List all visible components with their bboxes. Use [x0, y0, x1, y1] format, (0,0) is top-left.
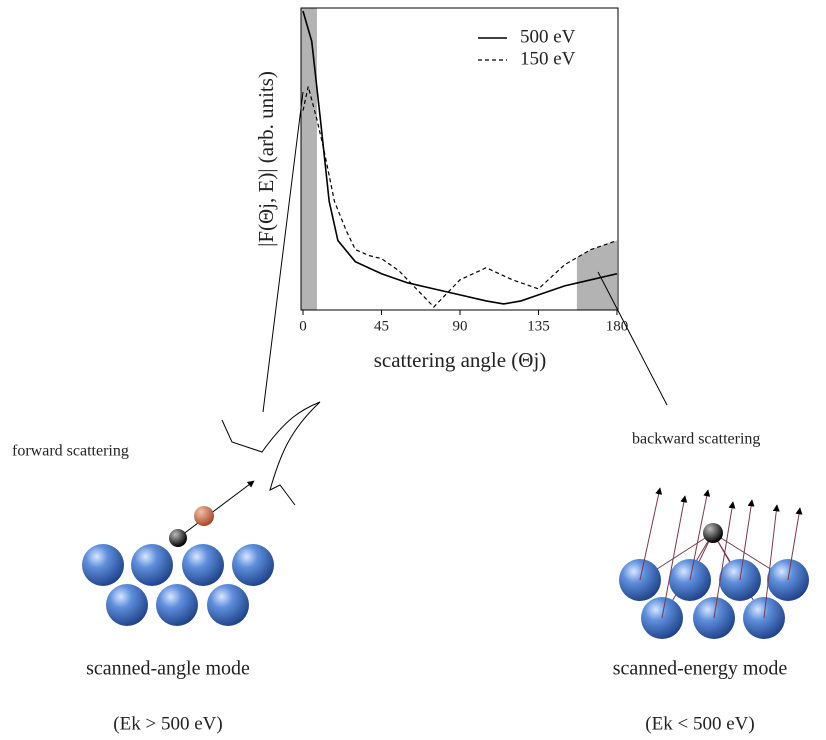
figure: 0 45 90 135 180 scattering angle (Θj) |F(Θj, E… [0, 0, 826, 740]
chart: 0 45 90 135 180 scattering angle (Θj) |F(Θj, E… [254, 8, 628, 372]
line [303, 87, 617, 307]
legend-label: 500 eV [520, 26, 576, 47]
mode-label: scanned-energy mode [613, 658, 788, 680]
left-lattice [82, 481, 274, 626]
x-tick-label: 45 [374, 318, 389, 334]
x-tick-label: 135 [527, 318, 550, 334]
x-tick-label: 90 [453, 318, 468, 334]
x-tick-label: 180 [606, 318, 629, 334]
right-lattice [619, 488, 809, 639]
forward-label: forward scattering [12, 443, 129, 460]
backward-label: backward scattering [632, 431, 760, 448]
y-axis-label: |F(Θj, E)| (arb. units) [254, 71, 278, 247]
legend-label: 150 eV [520, 48, 576, 69]
mode-label: scanned-angle mode [86, 658, 250, 680]
highlight [301, 8, 317, 310]
energy-label: (Ek > 500 eV) [113, 713, 222, 734]
x-tick-label: 0 [299, 318, 307, 334]
energy-label: (Ek < 500 eV) [645, 713, 754, 734]
x-axis-label: scattering angle (Θj) [374, 348, 547, 372]
